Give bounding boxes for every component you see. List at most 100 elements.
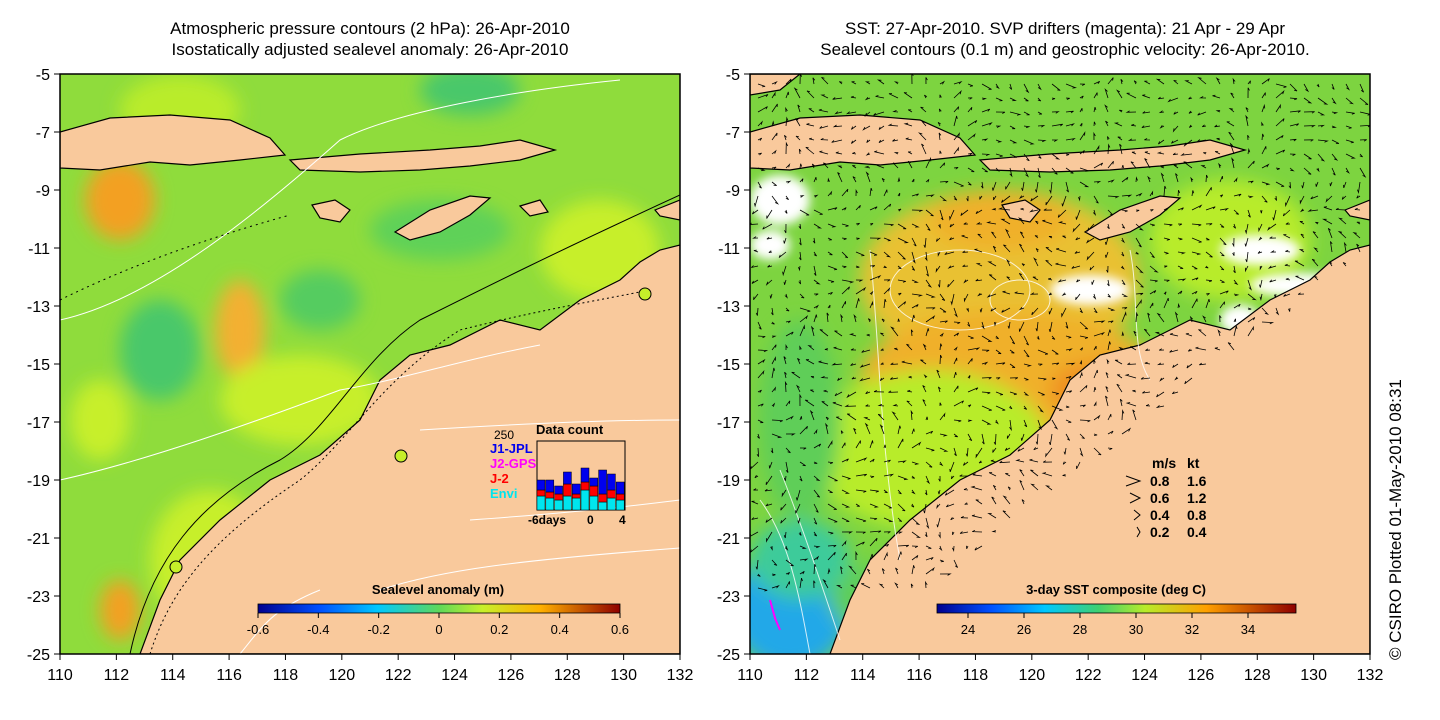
velocity-arrow — [953, 181, 964, 187]
velocity-arrow — [1156, 312, 1165, 323]
velocity-arrow — [1079, 83, 1086, 86]
velocity-arrow — [1205, 251, 1213, 258]
velocity-arrow — [1093, 106, 1097, 113]
velocity-arrow — [1154, 331, 1165, 337]
velocity-arrow — [813, 461, 818, 464]
velocity-arrow — [938, 132, 942, 141]
velocity-arrow — [911, 441, 922, 449]
velocity-arrow — [1051, 405, 1064, 411]
velocity-arrow — [1212, 94, 1221, 99]
velocity-arrow — [810, 325, 815, 337]
lon-tick-label: 118 — [963, 667, 989, 684]
velocity-arrow — [883, 489, 888, 494]
colorbar-tick-label: -0.4 — [307, 622, 329, 637]
velocity-arrow — [950, 475, 955, 480]
velocity-arrow — [1023, 83, 1030, 94]
velocity-arrow — [868, 318, 872, 323]
velocity-arrow — [936, 503, 941, 510]
velocity-arrow — [855, 265, 860, 268]
velocity-legend-ms: 0.2 — [1150, 524, 1170, 540]
velocity-arrow — [869, 187, 873, 197]
velocity-arrow — [820, 94, 829, 99]
right-map[interactable] — [730, 73, 1371, 670]
velocity-arrow — [1037, 405, 1044, 413]
velocity-arrow — [987, 261, 997, 267]
lat-tick-label: -13 — [27, 299, 50, 316]
velocity-arrow — [1285, 195, 1291, 208]
velocity-arrow — [864, 111, 871, 118]
lat-tick-label: -23 — [27, 589, 50, 606]
velocity-arrow — [833, 346, 843, 351]
velocity-arrow — [925, 279, 933, 288]
tide-gauge-marker[interactable] — [169, 560, 183, 574]
velocity-arrow — [959, 531, 969, 534]
left-title-line1: Atmospheric pressure contours (2 hPa): 2… — [170, 19, 570, 38]
velocity-arrow — [911, 74, 914, 85]
velocity-arrow — [771, 91, 776, 99]
velocity-arrow — [781, 489, 787, 498]
velocity-arrow — [1018, 321, 1025, 332]
velocity-arrow — [1163, 291, 1167, 295]
velocity-arrow — [836, 416, 843, 421]
velocity-arrow — [1006, 276, 1011, 281]
velocity-arrow — [1215, 110, 1221, 113]
velocity-arrow — [1159, 377, 1165, 382]
velocity-arrow — [813, 223, 822, 229]
velocity-arrow — [757, 137, 763, 141]
velocity-arrow — [841, 442, 846, 449]
tide-gauge-marker[interactable] — [394, 449, 408, 463]
velocity-arrow — [753, 488, 759, 491]
velocity-arrow — [938, 108, 942, 113]
inset-bar-segment — [607, 473, 616, 491]
inset-bar-segment — [598, 469, 607, 495]
velocity-arrow — [953, 385, 959, 393]
velocity-arrow — [827, 475, 838, 482]
velocity-arrow — [850, 363, 857, 366]
velocity-arrow — [981, 108, 991, 113]
velocity-arrow — [841, 458, 849, 463]
velocity-arrow — [784, 371, 787, 379]
left-map[interactable] — [60, 65, 680, 654]
velocity-arrow — [1155, 78, 1165, 85]
velocity-arrow — [1310, 195, 1319, 200]
velocity-arrow — [1065, 181, 1069, 193]
velocity-arrow — [869, 517, 878, 521]
velocity-arrow — [1188, 348, 1193, 352]
lat-tick-label: -5 — [726, 67, 740, 84]
velocity-arrow — [1275, 149, 1286, 155]
velocity-arrow — [785, 163, 791, 169]
velocity-arrow — [1233, 177, 1238, 183]
velocity-arrow — [1075, 293, 1081, 301]
velocity-arrow — [911, 517, 921, 526]
velocity-arrow — [922, 343, 927, 351]
velocity-arrow — [1247, 87, 1250, 99]
velocity-arrow — [925, 475, 931, 485]
velocity-arrow — [1359, 83, 1364, 93]
tide-gauge-marker[interactable] — [638, 287, 652, 301]
velocity-arrow — [785, 447, 791, 454]
velocity-arrow — [1245, 114, 1249, 127]
velocity-arrow — [1127, 362, 1137, 365]
velocity-arrow — [1113, 122, 1123, 127]
velocity-arrow — [897, 301, 906, 309]
velocity-arrow — [967, 181, 972, 186]
velocity-arrow — [827, 237, 832, 241]
velocity-arrow — [753, 293, 759, 300]
velocity-arrow — [891, 411, 899, 421]
svp-drifter-track[interactable] — [769, 599, 781, 631]
velocity-arrow — [1065, 83, 1077, 89]
velocity-arrow — [883, 279, 891, 282]
sst-colorbar-ticks: 24 26 28 30 32 34 — [961, 613, 1255, 637]
velocity-arrow — [757, 358, 766, 365]
velocity-arrow — [798, 148, 802, 155]
velocity-arrow — [975, 222, 982, 225]
velocity-arrow — [1017, 447, 1025, 452]
velocity-arrow — [1289, 110, 1301, 113]
velocity-arrow — [981, 419, 992, 425]
velocity-arrow — [855, 279, 864, 282]
velocity-arrow — [1023, 377, 1029, 381]
velocity-arrow — [1157, 362, 1165, 366]
velocity-arrow — [1065, 405, 1070, 408]
velocity-arrow — [1048, 236, 1053, 239]
csiro-watermark: © CSIRO Plotted 01-May-2010 08:31 — [1386, 379, 1405, 660]
